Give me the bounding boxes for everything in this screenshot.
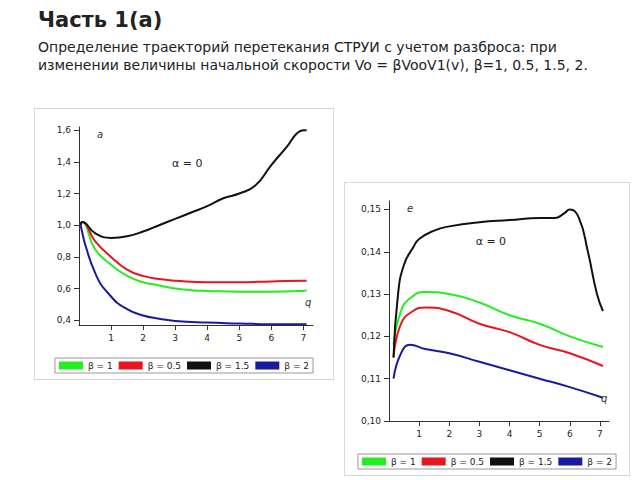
svg-text:4: 4 — [204, 333, 210, 343]
svg-text:0,11: 0,11 — [361, 374, 381, 384]
svg-text:5: 5 — [537, 429, 543, 439]
svg-text:β = 1: β = 1 — [391, 457, 416, 467]
svg-text:q: q — [601, 392, 608, 404]
html-text:Определение траекторий перетек: Определение траекторий перетекания СТРУИ… — [38, 39, 588, 73]
svg-text:1,4: 1,4 — [57, 157, 72, 167]
svg-text:1,2: 1,2 — [57, 189, 71, 199]
svg-text:0,12: 0,12 — [361, 331, 381, 341]
svg-text:3: 3 — [477, 429, 483, 439]
svg-text:1: 1 — [416, 429, 422, 439]
svg-text:2: 2 — [140, 333, 146, 343]
svg-text:0,6: 0,6 — [57, 284, 72, 294]
svg-text:1: 1 — [108, 333, 114, 343]
svg-text:1,6: 1,6 — [57, 125, 72, 135]
svg-text:β = 2: β = 2 — [587, 457, 612, 467]
svg-text:β = 0.5: β = 0.5 — [148, 361, 181, 371]
svg-text:q: q — [305, 297, 311, 308]
svg-text:7: 7 — [301, 333, 307, 343]
svg-text:β = 1: β = 1 — [88, 361, 113, 371]
svg-text:β = 1.5: β = 1.5 — [519, 457, 552, 467]
svg-text:3: 3 — [172, 333, 178, 343]
svg-text:0,4: 0,4 — [57, 315, 72, 325]
svg-text:0,15: 0,15 — [361, 204, 381, 214]
svg-text:β = 0.5: β = 0.5 — [451, 457, 484, 467]
svg-text:7: 7 — [597, 429, 603, 439]
svg-text:0,8: 0,8 — [57, 252, 72, 262]
svg-text:e: e — [407, 203, 413, 214]
svg-text:4: 4 — [507, 429, 513, 439]
svg-text:2: 2 — [446, 429, 452, 439]
svg-text:β = 1.5: β = 1.5 — [216, 361, 249, 371]
svg-text:β = 2: β = 2 — [284, 361, 309, 371]
svg-text:α = 0: α = 0 — [172, 157, 202, 170]
svg-text:0,10: 0,10 — [361, 416, 381, 426]
svg-text:6: 6 — [268, 333, 274, 343]
svg-text:1,0: 1,0 — [57, 220, 72, 230]
svg-text:0,13: 0,13 — [361, 289, 381, 299]
svg-text:6: 6 — [567, 429, 573, 439]
svg-text:5: 5 — [236, 333, 242, 343]
svg-text:0,14: 0,14 — [361, 247, 381, 257]
html-text:Часть 1(а): Часть 1(а) — [38, 8, 163, 32]
svg-text:a: a — [97, 129, 103, 140]
svg-text:α = 0: α = 0 — [476, 235, 506, 248]
